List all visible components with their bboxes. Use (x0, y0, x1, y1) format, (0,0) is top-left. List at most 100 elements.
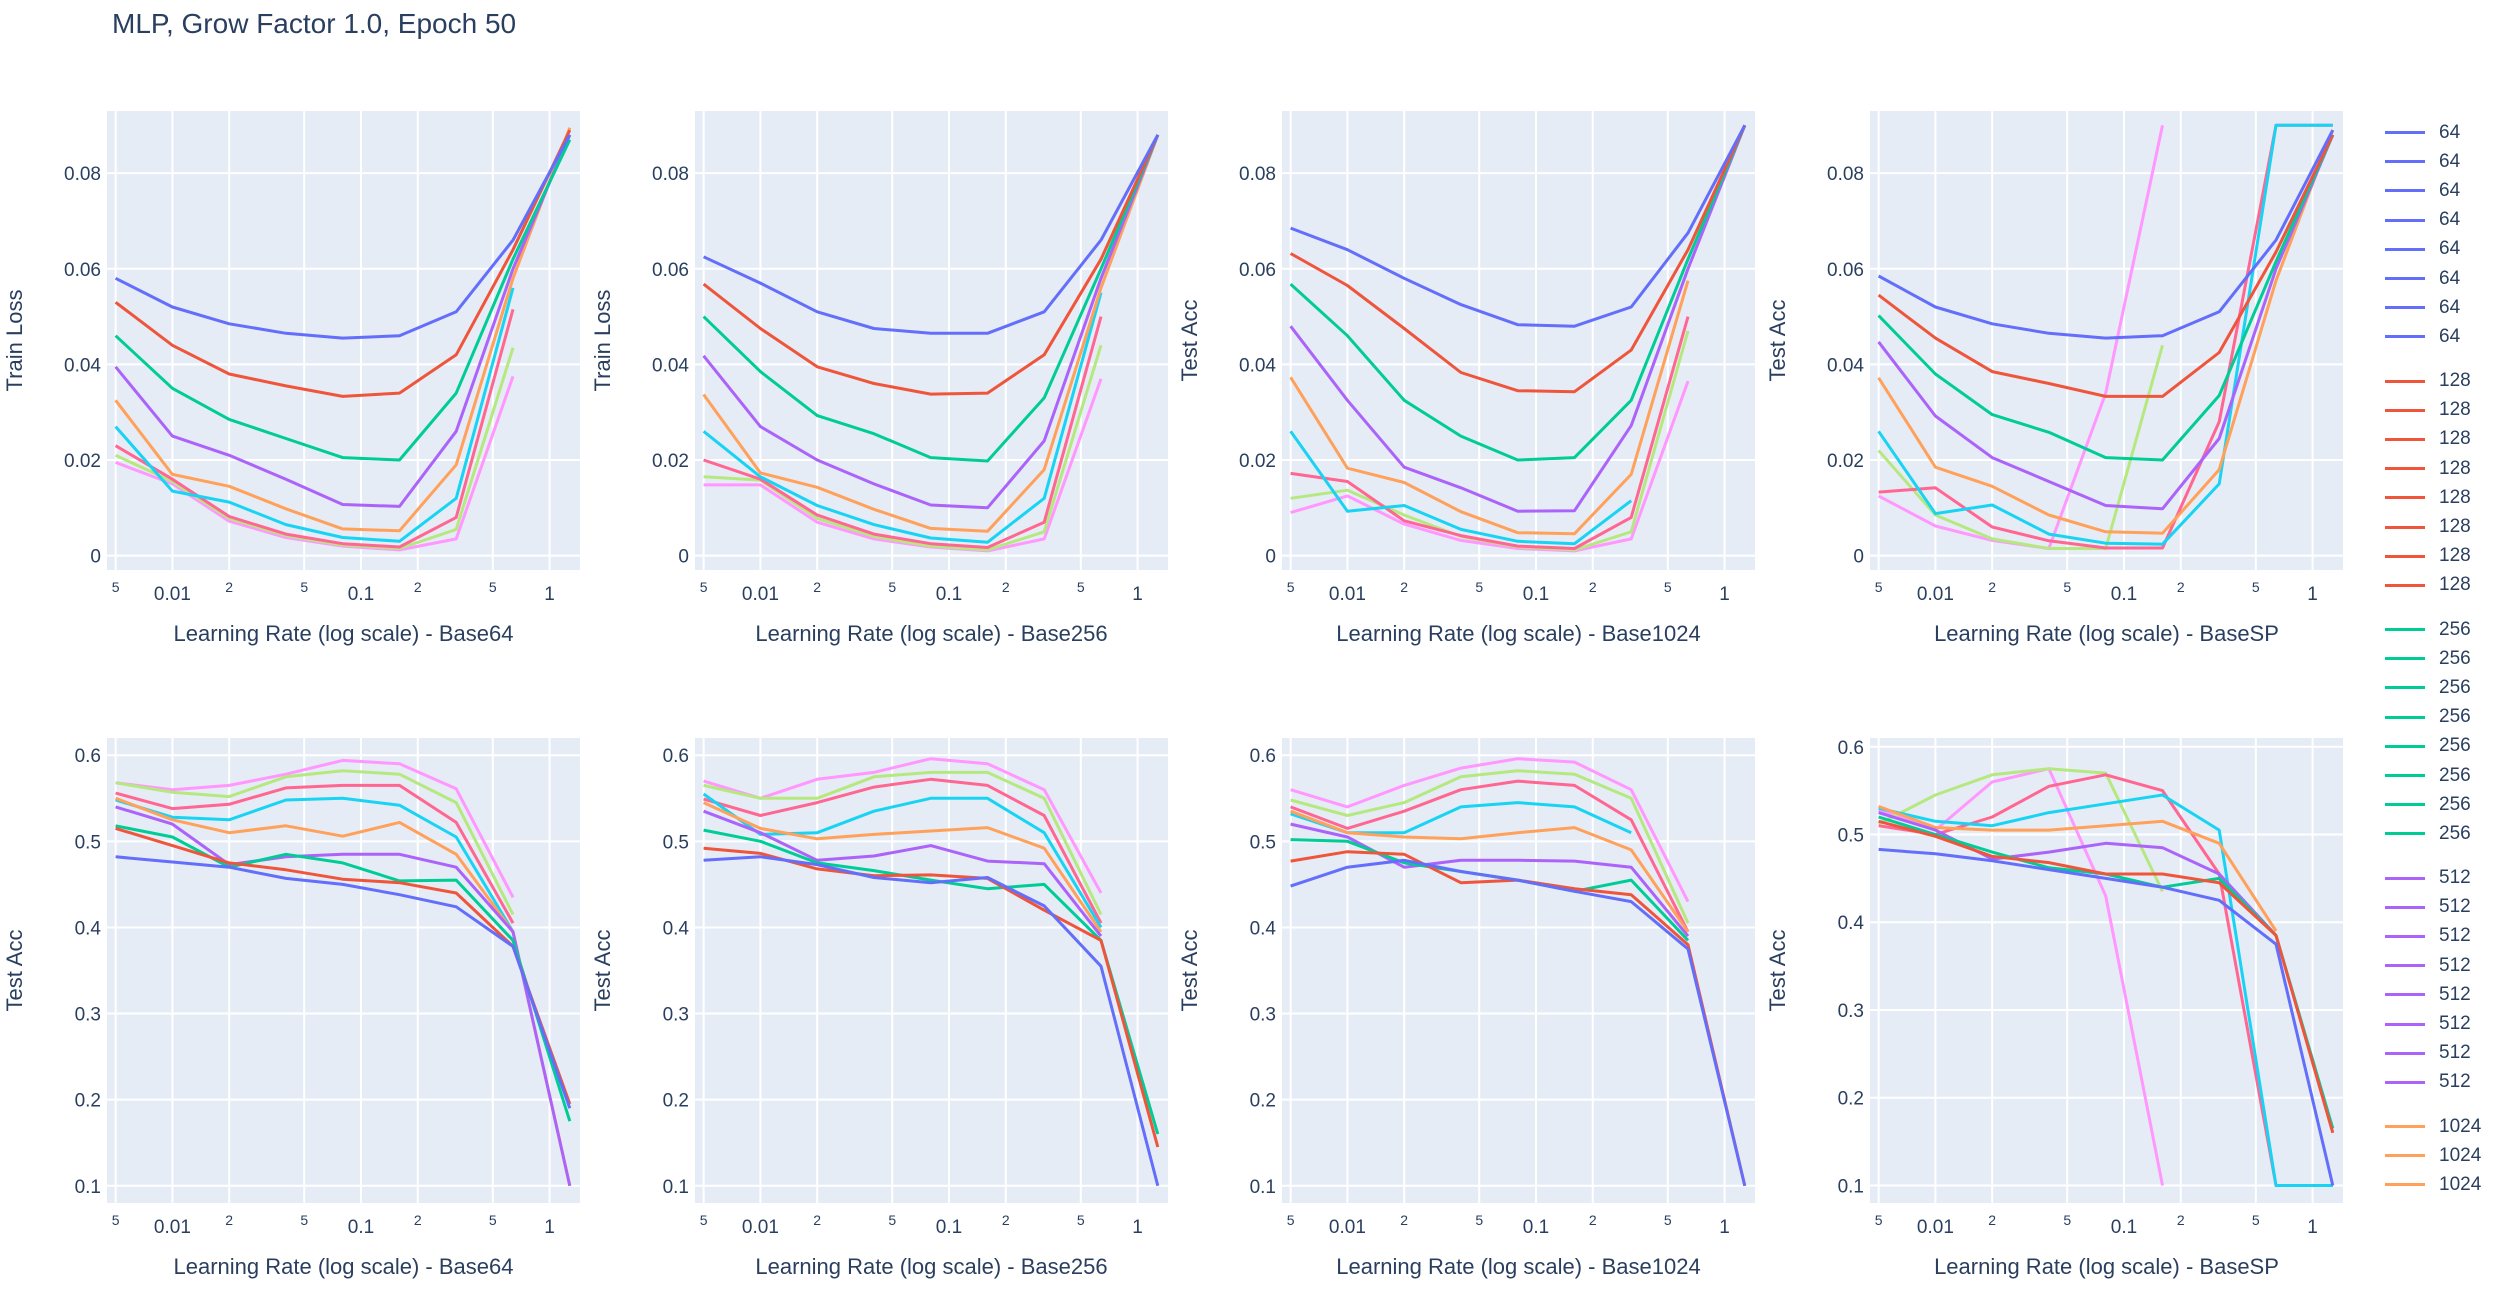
subplot-2[interactable]: 0 0.02 0.04 0.06 0.08 5 0.01 2 5 0.1 2 5 1 Learning R… (590, 111, 1168, 646)
series-line-64[interactable] (1877, 129, 2335, 340)
legend-item-256[interactable]: 256 (2385, 732, 2500, 761)
legend-item-128[interactable]: 128 (2385, 454, 2500, 483)
series-line-512[interactable] (1877, 134, 2335, 511)
legend-item-128[interactable]: 128 (2385, 396, 2500, 425)
series-line-4096[interactable] (1878, 123, 2333, 550)
series-line-16384[interactable] (1290, 757, 1690, 903)
legend-item-128[interactable]: 128 (2385, 425, 2500, 454)
series-line-4096[interactable] (1290, 316, 1690, 550)
legend[interactable]: 64 64 64 64 64 64 64 64 128 128 128 128 128 128 128 128… (2385, 118, 2500, 1200)
series-line-64[interactable] (1290, 124, 1747, 328)
legend-item-128[interactable]: 128 (2385, 542, 2500, 571)
series-line-4096[interactable] (114, 309, 515, 549)
legend-item-128[interactable]: 128 (2385, 483, 2500, 512)
legend-item-128[interactable]: 128 (2385, 512, 2500, 541)
series-line-2048[interactable] (114, 287, 515, 543)
subplot-4[interactable]: 0 0.02 0.04 0.06 0.08 5 0.01 2 5 0.1 2 5 1 Learning R… (1765, 111, 2343, 646)
series-line-512[interactable] (1878, 811, 2278, 937)
legend-item-256[interactable]: 256 (2385, 761, 2500, 790)
series-line-1024[interactable] (702, 134, 1160, 533)
legend-item-256[interactable]: 256 (2385, 644, 2500, 673)
series-line-512[interactable] (702, 134, 1160, 510)
series-line-8192[interactable] (1290, 769, 1690, 924)
series-line-64[interactable] (114, 134, 572, 340)
legend-item-1024[interactable]: 1024 (2385, 1141, 2500, 1170)
series-line-512[interactable] (703, 809, 1103, 938)
legend-item-128[interactable]: 128 (2385, 367, 2500, 396)
legend-item-64[interactable]: 64 (2385, 176, 2500, 205)
series-line-16384[interactable] (703, 378, 1103, 553)
legend-item-256[interactable]: 256 (2385, 703, 2500, 732)
legend-item-64[interactable]: 64 (2385, 118, 2500, 147)
series-line-64[interactable] (702, 134, 1160, 335)
series-line-256[interactable] (114, 139, 572, 462)
series-line-1024[interactable] (114, 127, 572, 533)
subplot-1[interactable]: 0 0.02 0.04 0.06 0.08 5 0.01 2 5 0.1 2 5 1 Learning R… (2, 111, 580, 646)
series-line-2048[interactable] (1289, 430, 1633, 546)
legend-item-256[interactable]: 256 (2385, 615, 2500, 644)
series-line-256[interactable] (1289, 124, 1747, 462)
legend-item-512[interactable]: 512 (2385, 922, 2500, 951)
subplot-6[interactable]: 0.1 0.2 0.3 0.4 0.5 0.6 5 0.01 2 5 0.1 2 5 1 Learning … (590, 738, 1168, 1279)
series-line-256[interactable] (703, 828, 1160, 1135)
legend-item-512[interactable]: 512 (2385, 1068, 2500, 1097)
legend-item-64[interactable]: 64 (2385, 235, 2500, 264)
series-line-16384[interactable] (703, 757, 1103, 894)
series-line-1024[interactable] (702, 801, 1103, 933)
legend-item-64[interactable]: 64 (2385, 293, 2500, 322)
series-line-256[interactable] (1877, 134, 2335, 462)
series-line-512[interactable] (114, 134, 572, 508)
series-line-4096[interactable] (703, 777, 1103, 924)
subplot-5[interactable]: 0.1 0.2 0.3 0.4 0.5 0.6 5 0.01 2 5 0.1 2 5 1 Learning … (2, 738, 580, 1279)
series-line-256[interactable] (115, 824, 572, 1122)
series-line-128[interactable] (1877, 134, 2335, 398)
series-line-4096[interactable] (115, 783, 515, 924)
series-line-2048[interactable] (1878, 793, 2333, 1187)
series-line-4096[interactable] (1290, 779, 1690, 933)
series-line-1024[interactable] (1877, 129, 2335, 535)
series-line-8192[interactable] (703, 770, 1103, 916)
series-line-64[interactable] (703, 855, 1160, 1187)
legend-item-1024[interactable]: 1024 (2385, 1112, 2500, 1141)
series-line-16384[interactable] (1290, 380, 1690, 553)
series-line-1024[interactable] (115, 796, 572, 1187)
legend-item-512[interactable]: 512 (2385, 1009, 2500, 1038)
subplot-8[interactable]: 0.1 0.2 0.3 0.4 0.5 0.6 5 0.01 2 5 0.1 2 5 1 Learning … (1765, 738, 2343, 1279)
subplot-3[interactable]: 0 0.02 0.04 0.06 0.08 5 0.01 2 5 0.1 2 5 1 Learning R… (1177, 111, 1755, 646)
series-line-2048[interactable] (702, 792, 1103, 929)
legend-item-256[interactable]: 256 (2385, 819, 2500, 848)
series-line-128[interactable] (702, 134, 1160, 396)
series-line-4096[interactable] (703, 316, 1103, 549)
series-line-128[interactable] (115, 826, 572, 1105)
legend-item-64[interactable]: 64 (2385, 264, 2500, 293)
legend-item-512[interactable]: 512 (2385, 1039, 2500, 1068)
legend-item-512[interactable]: 512 (2385, 980, 2500, 1009)
series-line-64[interactable] (1878, 847, 2335, 1186)
legend-item-1024[interactable]: 1024 (2385, 1170, 2500, 1199)
legend-item-64[interactable]: 64 (2385, 147, 2500, 176)
series-line-128[interactable] (1878, 819, 2335, 1134)
legend-item-256[interactable]: 256 (2385, 790, 2500, 819)
series-line-1024[interactable] (1289, 280, 1690, 536)
series-line-128[interactable] (114, 129, 572, 398)
legend-item-64[interactable]: 64 (2385, 322, 2500, 351)
series-line-2048[interactable] (1877, 123, 2333, 546)
series-line-2048[interactable] (702, 292, 1103, 544)
legend-item-256[interactable]: 256 (2385, 673, 2500, 702)
subplot-7[interactable]: 0.1 0.2 0.3 0.4 0.5 0.6 5 0.01 2 5 0.1 2 5 1 Learning … (1177, 738, 1755, 1279)
series-line-128[interactable] (1289, 124, 1747, 394)
series-line-8192[interactable] (1877, 344, 2164, 550)
legend-item-512[interactable]: 512 (2385, 864, 2500, 893)
series-line-2048[interactable] (115, 796, 515, 933)
series-line-512[interactable] (1290, 822, 1690, 938)
series-line-8192[interactable] (115, 769, 515, 916)
legend-item-128[interactable]: 128 (2385, 571, 2500, 600)
series-line-256[interactable] (702, 134, 1160, 463)
legend-item-64[interactable]: 64 (2385, 206, 2500, 235)
series-line-64[interactable] (1290, 858, 1747, 1187)
series-line-512[interactable] (115, 805, 572, 1187)
series-line-1024[interactable] (1878, 804, 2278, 932)
series-line-1024[interactable] (1290, 809, 1690, 933)
series-line-16384[interactable] (115, 758, 515, 898)
series-line-512[interactable] (1289, 124, 1747, 513)
